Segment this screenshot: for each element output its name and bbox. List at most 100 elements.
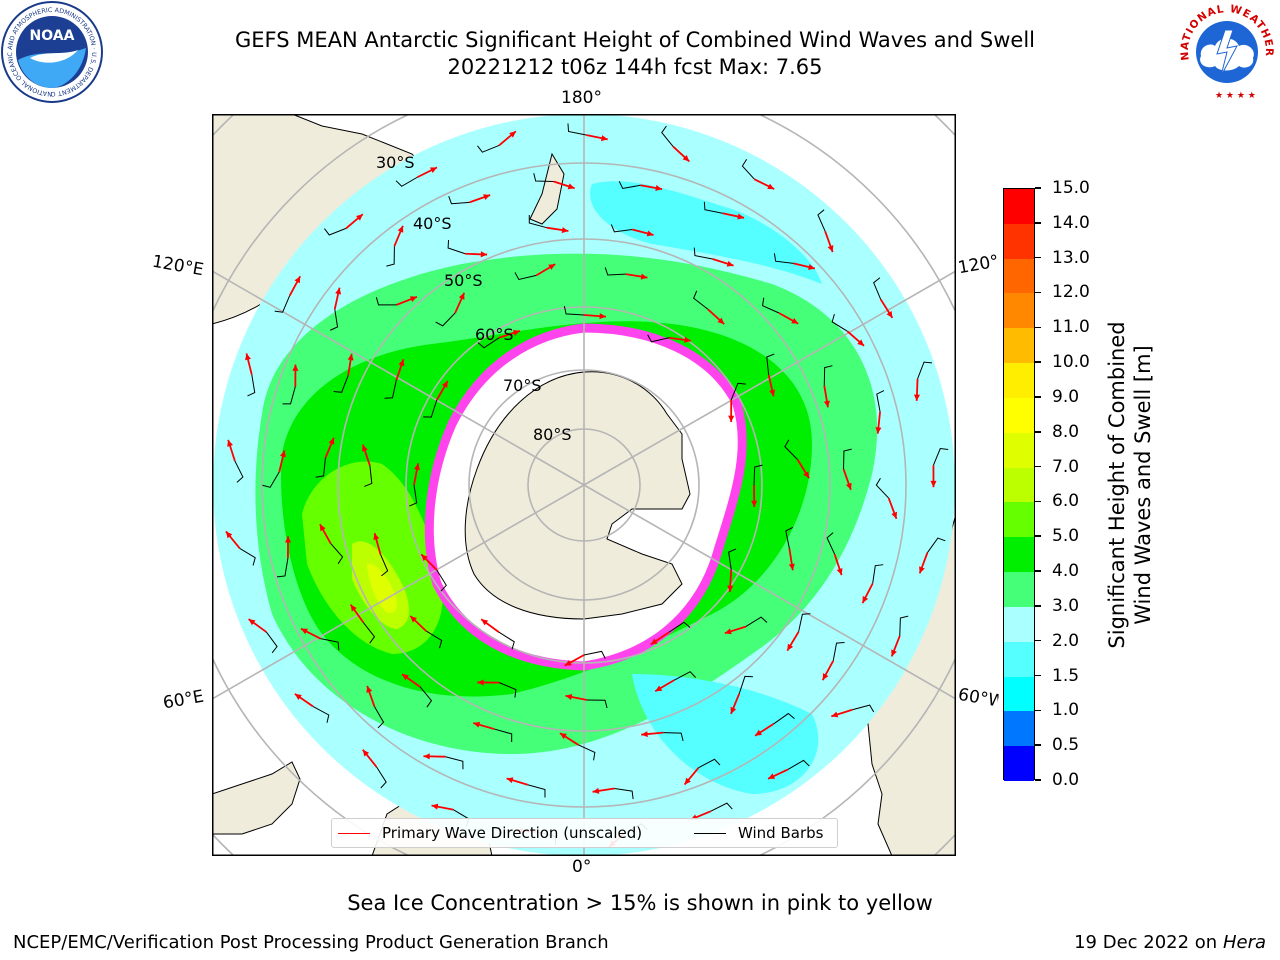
wave-arrow-head (862, 596, 869, 604)
wind-barb (447, 239, 466, 255)
wave-arrow-head (875, 427, 882, 434)
colorbar-tickmark (1035, 500, 1041, 503)
colorbar-tick-label: 10.0 (1052, 352, 1090, 373)
wave-arrow-head (788, 563, 795, 571)
colorbar-tickmark (1035, 187, 1041, 189)
wind-barb (610, 224, 633, 233)
wind-barb (728, 548, 737, 571)
wave-arrow-head (646, 230, 654, 237)
wind-barb (843, 448, 852, 470)
lat-label-80s: 80°S (533, 425, 572, 444)
colorbar-tickmark (1035, 465, 1041, 468)
footer-credit: NCEP/EMC/Verification Post Processing Pr… (13, 932, 609, 953)
wind-barb (785, 526, 794, 549)
wind-barb (926, 537, 946, 554)
lat-label-30s: 30°S (376, 153, 415, 172)
wave-band-7m (367, 563, 397, 614)
colorbar-tick-label: 2.0 (1052, 630, 1080, 651)
wave-arrow-head (284, 536, 292, 543)
wind-barb (315, 457, 326, 478)
wind-barb (247, 374, 256, 397)
wave-arrow-head (831, 711, 839, 718)
wind-barb (276, 558, 289, 578)
wave-arrow-head (791, 317, 799, 324)
wind-barb (274, 295, 291, 313)
wind-barb (419, 686, 433, 708)
wind-barb (753, 464, 763, 486)
wave-arrow-head (279, 450, 286, 458)
wind-barb (409, 484, 418, 507)
wave-arrow-head (335, 287, 342, 295)
wind-barb (374, 706, 385, 729)
wind-barb (663, 732, 684, 741)
colorbar-tickmark (1035, 709, 1041, 712)
wave-arrow-head (767, 183, 775, 190)
colorbar-tickmark (1035, 674, 1041, 677)
wave-arrow-head (480, 251, 488, 258)
wind-barb (710, 802, 733, 812)
wave-arrow-head (913, 394, 920, 401)
colorbar-tick-label: 6.0 (1052, 491, 1080, 512)
wind-barb (376, 766, 387, 789)
wave-arrow-head (292, 364, 299, 371)
wave-arrow-head (477, 679, 484, 686)
wave-arrow-head (227, 439, 233, 447)
lon-label-180: 180° (561, 88, 602, 108)
wave-arrow-head (650, 638, 658, 645)
wave-arrow-head (431, 803, 439, 810)
colorbar-label-line1: Significant Height of Combined (1105, 321, 1129, 649)
wind-barb (730, 382, 746, 401)
wave-arrow-head (294, 276, 301, 284)
wave-arrow-head (565, 693, 573, 700)
colorbar-tick-label: 7.0 (1052, 456, 1080, 477)
wave-arrow-head (769, 389, 776, 397)
wind-barb (872, 564, 884, 584)
wind-barb (773, 253, 794, 264)
wave-arrow-head (737, 213, 745, 220)
colorbar-tickmark (1035, 779, 1041, 781)
wind-barb (583, 650, 606, 659)
wind-barb (873, 277, 882, 300)
colorbar-segment (1004, 293, 1034, 329)
legend-red-line (338, 832, 370, 834)
wave-arrow-head (506, 777, 514, 784)
colorbar-label-line2: Wind Waves and Swell [m] (1131, 345, 1155, 625)
wave-arrow-head (655, 185, 663, 192)
wind-barb (436, 569, 447, 592)
lat-label-70s: 70°S (503, 376, 542, 395)
wave-arrow-head (682, 154, 690, 162)
colorbar-tickmark (1035, 222, 1041, 224)
colorbar (1003, 188, 1035, 782)
colorbar-segment (1004, 189, 1034, 225)
wind-barb (787, 759, 810, 770)
wind-barb (426, 630, 443, 649)
wind-barb (899, 615, 909, 636)
colorbar-segment (1004, 641, 1034, 678)
colorbar-segment (1004, 223, 1034, 260)
wind-barb (604, 267, 626, 276)
wave-arrow-head (724, 628, 732, 635)
wind-barb (661, 125, 674, 147)
wave-arrow-head (300, 628, 308, 635)
wind-barb (330, 309, 339, 331)
wave-arrow-head (410, 615, 417, 623)
wave-arrow-head (886, 310, 893, 318)
colorbar-tick-label: 13.0 (1052, 247, 1090, 268)
lon-label-120e: 120°E (150, 251, 206, 281)
wind-barb (762, 297, 780, 314)
legend-wind-barbs: Wind Barbs (694, 824, 823, 842)
wave-low-atlantic (632, 674, 819, 794)
wave-arrow-head (592, 787, 600, 794)
colorbar-tick-label: 15.0 (1052, 178, 1090, 198)
antarctica-land (464, 371, 691, 620)
wave-arrow-head (727, 585, 734, 592)
colorbar-tickmark (1035, 570, 1041, 572)
wave-arrow-head (328, 437, 335, 445)
wind-barb (395, 176, 418, 187)
wave-arrow-head (599, 313, 606, 320)
lat-label-40s: 40°S (413, 214, 452, 233)
wave-arrow-head (362, 749, 370, 757)
wave-arrow-head (564, 659, 572, 666)
wind-barb (741, 158, 755, 180)
wind-barb (932, 447, 949, 466)
